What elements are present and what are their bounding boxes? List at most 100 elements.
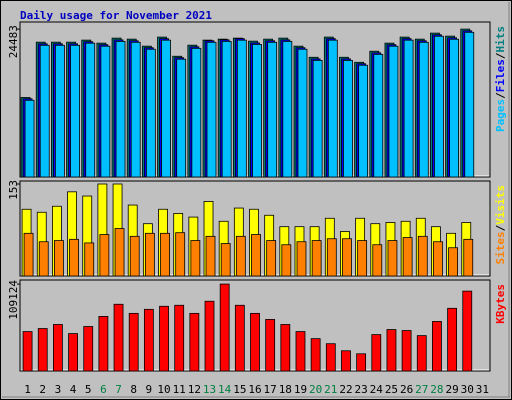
bar [83,326,94,372]
bar [417,235,428,277]
legend-entry: KBytes [494,284,507,324]
bar [297,48,308,178]
bar [462,290,473,372]
bar [281,244,292,277]
bar [265,319,276,372]
bar [401,330,412,372]
x-tick-label: 15 [233,383,246,396]
legend-separator: / [494,224,507,231]
bar [219,283,230,372]
bar [403,39,414,178]
bar [160,232,170,277]
bar [189,312,200,372]
x-tick-label: 24 [370,383,384,396]
legend-entry: Hits [494,26,507,53]
bar [55,44,65,178]
bar [448,247,458,277]
bar [205,235,216,277]
bar [99,234,110,277]
bar [432,321,442,372]
bar [235,235,246,277]
x-tick-label: 6 [100,383,107,396]
bar [266,240,277,277]
bar [356,353,367,372]
bar [84,242,95,277]
bar [69,238,79,277]
x-tick-label: 23 [355,383,368,396]
x-tick-label: 3 [55,383,62,396]
bar [372,244,383,277]
bar [38,241,49,277]
bar [54,240,64,277]
bar [326,238,337,277]
x-tick-label: 19 [294,383,307,396]
bar [463,238,474,277]
bar [342,238,352,277]
bar [176,58,187,178]
x-tick-label: 16 [248,383,261,396]
bar [358,64,369,178]
bar [327,39,338,178]
bar [22,331,33,372]
bar [447,307,457,372]
bar [388,45,399,178]
x-tick-label: 28 [430,383,443,396]
x-tick-label: 4 [70,383,77,396]
legend: Pages/Files/Hits [494,26,507,132]
bar [464,31,475,178]
bar [143,308,154,372]
x-tick-label: 20 [309,383,322,396]
bar [39,44,50,178]
bar [343,60,353,178]
bar [296,241,307,277]
bar [191,47,202,178]
legend: Sites/Visits [494,185,507,265]
bar [129,235,140,277]
bar [174,304,185,372]
x-tick-label: 14 [218,383,232,396]
bar [190,240,201,277]
bar [85,42,96,178]
legend-entry: Pages [494,99,507,132]
bar [145,48,156,178]
legend: KBytes [494,284,507,324]
bar [341,350,351,372]
bar [161,39,171,178]
x-tick-label: 27 [415,383,428,396]
bar [325,343,336,372]
bar [416,335,427,372]
bar [144,232,155,277]
y-tick-label: 153 [7,180,20,200]
bar [357,240,368,277]
x-tick-label: 2 [39,383,46,396]
bar [53,324,63,372]
x-tick-label: 7 [115,383,122,396]
x-tick-label: 11 [173,383,186,396]
bar [175,232,186,277]
bar [24,99,35,178]
bar [23,232,34,277]
bar [250,312,260,372]
x-tick-label: 9 [146,383,153,396]
bar [37,328,48,372]
bar [433,241,443,277]
bar [220,243,231,277]
bar [234,304,245,372]
x-tick-label: 5 [85,383,92,396]
bar [449,38,459,178]
bar [115,40,126,178]
bar [312,60,323,178]
bar [371,334,382,372]
x-tick-label: 1 [24,383,31,396]
legend-entry: Visits [494,185,507,225]
bar [386,329,397,372]
bar [402,237,413,277]
bar [204,300,215,372]
bar [434,35,444,178]
bar [236,39,247,178]
bar [295,331,306,372]
bar [68,333,78,372]
legend-separator: / [494,92,507,99]
bar [267,41,278,178]
